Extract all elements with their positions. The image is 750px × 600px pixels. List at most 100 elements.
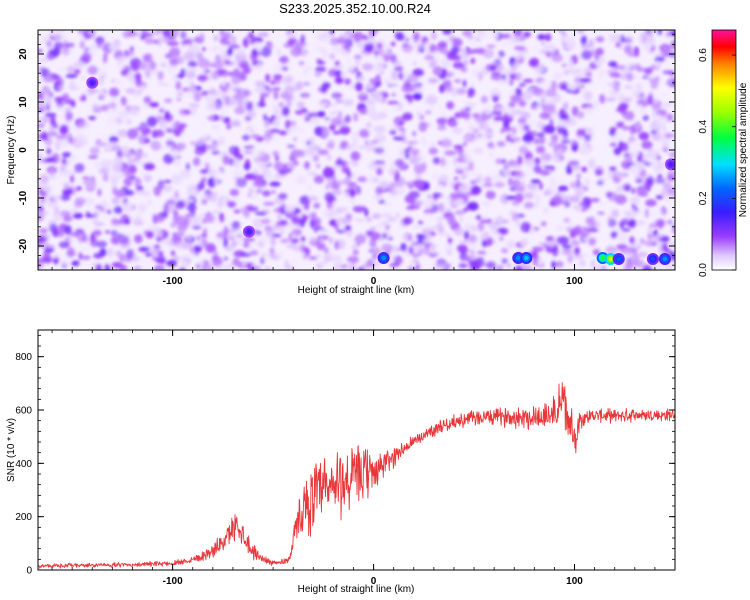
- heatmap-cell: [462, 141, 467, 147]
- heatmap-cell: [59, 138, 70, 147]
- heatmap-cell: [346, 256, 359, 264]
- heatmap-cell: [72, 212, 84, 219]
- heatmap-cell: [316, 48, 328, 52]
- heatmap-cell: [69, 155, 79, 161]
- heatmap-cell: [430, 31, 438, 41]
- heatmap-cell: [458, 182, 471, 193]
- heatmap-cell: [413, 200, 424, 205]
- heatmap-cell: [211, 124, 220, 130]
- heatmap-cell: [596, 77, 608, 84]
- heatmap-cell: [38, 56, 49, 64]
- heatmap-cell: [500, 247, 509, 254]
- heatmap-cell: [242, 134, 250, 141]
- heatmap-cell: [105, 230, 110, 234]
- heatmap-cell: [88, 154, 99, 160]
- heatmap-cell: [666, 191, 675, 196]
- heatmap-cell: [313, 175, 324, 184]
- heatmap-cell: [417, 220, 424, 225]
- heatmap-cell: [176, 91, 184, 96]
- heatmap-cell: [582, 177, 590, 188]
- heatmap-cell: [540, 41, 546, 46]
- heatmap-cell: [579, 144, 590, 156]
- heatmap-cell: [102, 132, 109, 143]
- heatmap-cell: [615, 43, 620, 47]
- heatmap-cell: [344, 78, 351, 85]
- heatmap-cell: [521, 265, 533, 270]
- heatmap-cell: [481, 65, 486, 76]
- heatmap-cell: [633, 88, 642, 98]
- heatmap-cell: [482, 115, 489, 122]
- heatmap-cell: [316, 242, 326, 251]
- heatmap-cell: [390, 79, 398, 90]
- heatmap-cell: [468, 161, 474, 171]
- heatmap-cell: [501, 33, 511, 39]
- heatmap-cell: [279, 225, 285, 236]
- heatmap-cell: [180, 30, 187, 40]
- heatmap-cell: [491, 120, 500, 126]
- heatmap-cell: [499, 236, 504, 241]
- heatmap-cell: [617, 232, 629, 243]
- heatmap-cell: [585, 106, 594, 115]
- heatmap-cell: [68, 46, 75, 56]
- heatmap-cell: [565, 116, 577, 127]
- heatmap-cell: [535, 145, 546, 154]
- heatmap-cell: [233, 93, 244, 101]
- heatmap-cell: [329, 211, 339, 215]
- heatmap-cell: [564, 200, 571, 208]
- heatmap-cell: [42, 86, 51, 95]
- heatmap-cell: [525, 158, 537, 168]
- heatmap-cell: [633, 52, 640, 57]
- heatmap-cell: [299, 217, 306, 228]
- heatmap-cell: [134, 149, 143, 160]
- heatmap-cell: [180, 259, 190, 267]
- heatmap-cell: [316, 60, 326, 65]
- heatmap-cell: [289, 30, 298, 39]
- heatmap-cell: [442, 30, 452, 35]
- heatmap-cell: [327, 139, 335, 150]
- heatmap-cell: [665, 193, 671, 204]
- heatmap-cell: [213, 134, 223, 142]
- heatmap-cell: [170, 92, 174, 97]
- heatmap-cell: [532, 87, 543, 96]
- heatmap-cell: [125, 105, 131, 112]
- heatmap-cell: [224, 60, 231, 64]
- heatmap-cell: [564, 31, 569, 36]
- heatmap-cell: [407, 74, 418, 82]
- heatmap-cell: [138, 246, 150, 252]
- heatmap-cell: [550, 176, 555, 186]
- heatmap-cell: [407, 140, 419, 145]
- heatmap-cell: [398, 177, 406, 187]
- heatmap-cell: [647, 232, 654, 240]
- heatmap-cell: [304, 209, 313, 215]
- snr-ticks: -100 0 100 0 200 400 600 800: [15, 330, 676, 587]
- heatmap-cell: [493, 182, 505, 188]
- heatmap-cell: [627, 219, 637, 229]
- heatmap-cell: [113, 156, 124, 168]
- heatmap-cell: [583, 90, 593, 102]
- heatmap-cell: [423, 242, 432, 247]
- heatmap-cell: [153, 186, 162, 192]
- heatmap-cell: [241, 259, 246, 267]
- heatmap-cell: [540, 136, 546, 145]
- heatmap-cell: [632, 166, 640, 175]
- heatmap-cell: [290, 46, 302, 57]
- heatmap-cell: [270, 80, 276, 85]
- heatmap-cell: [372, 250, 377, 261]
- heatmap-cell: [560, 195, 572, 201]
- heatmap-cell: [250, 134, 260, 139]
- heatmap-cell: [548, 141, 559, 148]
- heatmap-cell: [581, 44, 590, 53]
- heatmap-cell: [462, 30, 473, 37]
- heatmap-cell: [260, 257, 265, 265]
- heatmap-cell: [654, 57, 666, 62]
- y-tick-label: 0: [18, 147, 29, 153]
- heatmap-cell: [38, 49, 44, 53]
- heatmap-cell: [112, 78, 124, 88]
- heatmap-cell: [551, 246, 559, 257]
- heatmap-cell: [642, 114, 649, 121]
- heatmap-cell: [107, 102, 117, 109]
- heatmap-cell: [341, 70, 347, 81]
- heatmap-cell: [221, 79, 226, 87]
- heatmap-cell: [176, 74, 185, 79]
- heatmap-cell: [432, 66, 443, 76]
